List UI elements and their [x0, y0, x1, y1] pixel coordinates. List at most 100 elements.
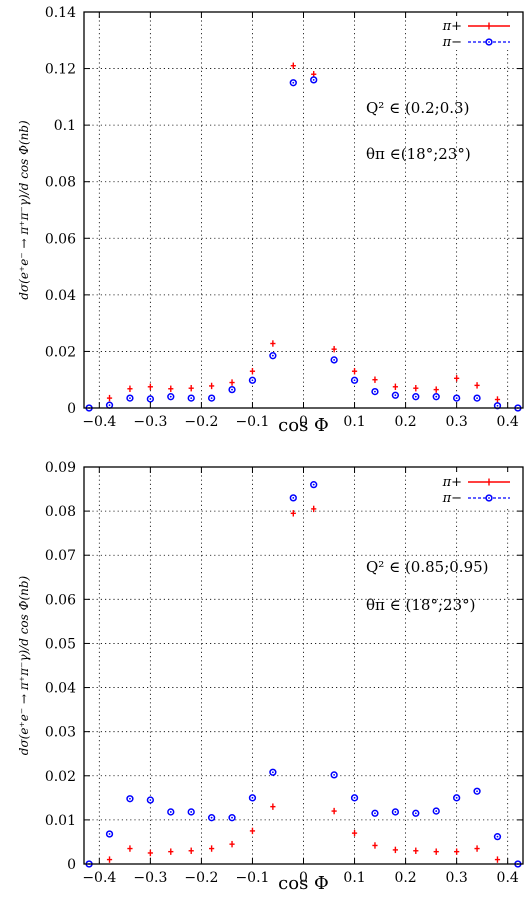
pi-minus-point-center — [353, 796, 356, 799]
pi-plus-point — [147, 383, 153, 390]
pi-minus-point-center — [435, 810, 438, 812]
x-tick-label: 0.1 — [343, 414, 365, 430]
pi-plus-point — [229, 379, 235, 386]
pi-minus-point-center — [251, 379, 254, 382]
top-chart: −0.4 −0.3 −0.2 −0.1 0 0.1 0.2 0.3 0.4 0 0.02 0.04 0.… — [17, 5, 524, 436]
pi-minus-point-center — [129, 797, 131, 800]
bottom-legend: π+ π− — [407, 472, 519, 506]
pi-minus-point-center — [169, 811, 172, 813]
bottom-x-axis-label: cos Φ — [278, 873, 329, 894]
pi-minus-point-center — [129, 397, 131, 399]
pi-minus-point-center — [333, 773, 336, 776]
pi-minus-point-center — [374, 390, 376, 393]
pi-minus-point-center — [271, 354, 274, 357]
pi-minus-point-center — [476, 790, 478, 793]
bottom-annotation-q2: Q² ∈ (0.85;0.95) — [366, 558, 489, 576]
pi-minus-point-center — [231, 388, 233, 391]
y-tick-label: 0.1 — [54, 118, 76, 134]
y-tick-label: 0.09 — [45, 460, 76, 476]
pi-plus-point — [127, 385, 133, 392]
bottom-series — [85, 480, 522, 868]
pi-minus-point-center — [476, 397, 478, 399]
pi-plus-point — [372, 376, 378, 383]
x-tick-label: 0 — [299, 414, 308, 430]
pi-plus-point — [454, 848, 460, 855]
pi-plus-point — [494, 396, 501, 403]
pi-minus-point-center — [210, 816, 213, 819]
pi-plus-point — [494, 856, 501, 863]
top-legend-sample-pi-plus — [468, 22, 510, 30]
pi-minus-point-center — [108, 404, 111, 407]
pi-plus-point — [474, 845, 480, 852]
top-annotation-theta: θπ ∈(18°;23°) — [366, 145, 471, 163]
pi-plus-point — [229, 840, 235, 848]
x-tick-label: −0.2 — [184, 870, 218, 886]
pi-plus-point — [392, 846, 398, 854]
pi-plus-point — [331, 345, 337, 353]
top-legend-box — [407, 16, 519, 50]
pi-minus-point-center — [394, 811, 397, 813]
pi-plus-point — [351, 368, 358, 375]
pi-plus-point — [270, 340, 276, 347]
y-tick-label: 0.05 — [45, 636, 76, 652]
pi-plus-point — [311, 505, 317, 513]
pi-minus-point-center — [455, 796, 458, 799]
bottom-ticks: −0.4 −0.3 −0.2 −0.1 0 0.1 0.2 0.3 0.4 0 0.01 0.02 0.… — [45, 460, 523, 886]
y-tick-label: 0.02 — [45, 344, 76, 360]
y-tick-label: 0.07 — [45, 548, 76, 564]
bottom-y-axis-label: dσ(e⁺e⁻ → π⁺π⁻γ)/d cos Φ(nb) — [17, 575, 31, 755]
pi-minus-point-center — [394, 394, 397, 397]
y-tick-label: 0.04 — [45, 288, 76, 304]
pi-minus-point-center — [374, 812, 376, 815]
pi-minus-point-center — [414, 395, 417, 398]
pi-minus-point-center — [149, 398, 152, 400]
pi-plus-point — [433, 848, 439, 855]
pi-plus-point — [209, 382, 215, 390]
bottom-grid — [84, 466, 523, 865]
x-tick-label: −0.1 — [235, 870, 269, 886]
pi-plus-point — [168, 385, 174, 392]
pi-plus-point — [188, 847, 194, 854]
pi-minus-point-center — [108, 833, 111, 835]
pi-minus-point-center — [292, 496, 295, 499]
top-x-axis-label: cos Φ — [278, 415, 329, 436]
pi-plus-point — [249, 827, 256, 835]
pi-plus-point — [413, 385, 419, 392]
x-tick-label: −0.4 — [82, 414, 116, 430]
pi-plus-point — [127, 845, 133, 852]
y-tick-label: 0.06 — [45, 592, 76, 608]
pi-minus-point-center — [312, 483, 315, 486]
bottom-legend-sample-pi-minus — [468, 494, 510, 502]
pi-minus-point-center — [353, 379, 356, 382]
y-tick-label: 0.14 — [45, 5, 76, 21]
x-tick-label: −0.3 — [133, 414, 167, 430]
top-legend-label-pi-minus: π− — [442, 35, 462, 50]
pi-minus-point-center — [210, 397, 213, 399]
y-tick-label: 0.03 — [45, 725, 76, 741]
pi-minus-point-center — [190, 397, 193, 399]
x-tick-label: −0.1 — [235, 414, 269, 430]
x-tick-label: 0.1 — [343, 870, 365, 886]
x-tick-label: −0.3 — [133, 870, 167, 886]
y-tick-label: 0.01 — [45, 813, 76, 829]
x-tick-label: 0 — [299, 870, 308, 886]
pi-minus-point-center — [190, 811, 193, 813]
y-tick-label: 0 — [67, 401, 76, 417]
pi-plus-point — [454, 375, 460, 382]
bottom-legend-box — [407, 472, 519, 506]
x-tick-label: −0.2 — [184, 414, 218, 430]
bottom-chart: −0.4 −0.3 −0.2 −0.1 0 0.1 0.2 0.3 0.4 0 0.01 0.02 0.… — [17, 460, 524, 894]
pi-plus-point — [188, 385, 194, 392]
pi-plus-point — [290, 62, 296, 69]
pi-plus-point — [392, 383, 398, 390]
x-tick-label: 0.2 — [394, 414, 416, 430]
x-tick-label: −0.4 — [82, 870, 116, 886]
pi-plus-point — [106, 856, 113, 863]
pi-plus-point — [351, 829, 358, 837]
pi-plus-point — [474, 382, 480, 389]
pi-minus-point-center — [496, 835, 499, 838]
top-grid — [84, 11, 523, 409]
top-annotation-q2: Q² ∈ (0.2;0.3) — [366, 99, 469, 117]
pi-minus-point-center — [455, 397, 458, 399]
